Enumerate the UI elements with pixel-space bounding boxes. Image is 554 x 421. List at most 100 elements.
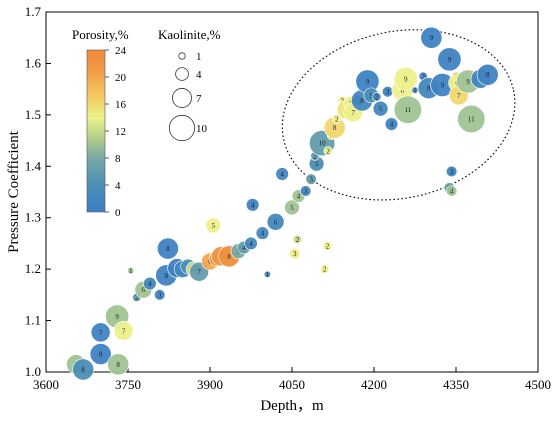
bubble-marker — [292, 234, 303, 244]
bubble-point: 11 — [393, 95, 422, 124]
bubble-marker — [476, 63, 499, 86]
bubble-marker — [72, 358, 95, 381]
bubble-value-label: 4 — [297, 193, 301, 201]
bubble-marker — [420, 26, 443, 49]
bubble-point: 2 — [372, 92, 382, 102]
kaolinite-legend-title: Kaolinite,% — [158, 27, 221, 42]
bubble-value-label: 7 — [122, 327, 126, 335]
colorbar-tick-label: 12 — [115, 126, 126, 138]
bubble-point: 8 — [157, 237, 179, 260]
porosity-legend-title: Porosity,% — [72, 27, 129, 42]
bubble-point: 4 — [244, 236, 258, 251]
x-tick-label: 4050 — [279, 377, 305, 392]
y-tick-label: 1.2 — [25, 261, 41, 276]
bubble-point: 2 — [292, 234, 303, 244]
y-axis-title: Pressure Coefficient — [6, 130, 22, 253]
x-tick-label: 3900 — [197, 377, 223, 392]
bubble-marker — [263, 270, 271, 278]
bubble-value-label: 1 — [413, 87, 417, 95]
porosity-colorbar — [86, 49, 106, 213]
size-legend-circle — [175, 67, 189, 81]
bubble-value-label: 3 — [158, 291, 162, 299]
bubble-point: 11 — [457, 104, 486, 134]
bubble-value-label: 8 — [427, 85, 431, 93]
bubble-marker — [143, 276, 157, 291]
y-axis: 1.0 1.1 1.2 1.3 1.4 1.5 1.6 1.7 — [25, 4, 51, 379]
bubble-value-label: 9 — [441, 82, 445, 90]
bubble-value-label: 5 — [379, 105, 383, 113]
bubble-marker — [107, 353, 130, 376]
colorbar-tick-label: 4 — [115, 180, 121, 192]
bubble-value-label: 5 — [315, 160, 319, 168]
bubble-point: 8 — [107, 353, 130, 376]
bubble-value-label: 9 — [115, 313, 119, 321]
bubble-point: 8 — [476, 63, 499, 86]
bubble-value-label: 9 — [466, 78, 470, 86]
bubble-marker — [393, 95, 422, 124]
bubble-marker — [445, 165, 458, 178]
bubble-value-label: 4 — [251, 201, 255, 209]
colorbar-tick-label: 24 — [115, 45, 127, 57]
bubble-point: 3 — [382, 86, 394, 98]
bubble-value-label: 2 — [326, 243, 330, 251]
bubble-value-label: 8 — [116, 361, 120, 369]
kaolinite-size-legend: 1 4 7 10 — [168, 51, 208, 142]
colorbar-tick-label: 0 — [115, 207, 121, 219]
bubble-point: 3 — [305, 173, 317, 185]
bubble-marker — [275, 167, 289, 181]
bubble-point: 4 — [255, 226, 270, 240]
bubble-value-label: 9 — [448, 56, 452, 64]
bubble-point: 2 — [322, 241, 333, 251]
bubble-value-label: 4 — [390, 121, 394, 129]
bubble-marker — [89, 343, 112, 365]
bubble-marker — [266, 213, 285, 231]
bubble-value-label: 2 — [323, 266, 327, 274]
y-tick-label: 1.5 — [25, 107, 41, 122]
bubble-value-label: 3 — [386, 88, 390, 96]
bubble-point: 3 — [154, 289, 166, 301]
bubble-point: 9 — [437, 47, 462, 72]
bubble-value-label: 4 — [280, 171, 284, 179]
bubble-value-label: 6 — [274, 218, 278, 226]
bubble-point: 3 — [289, 248, 301, 260]
bubble-marker — [113, 321, 134, 341]
bubble-marker — [205, 217, 222, 234]
bubble-point: 1 — [127, 267, 135, 275]
bubble-value-label: 1 — [266, 271, 270, 279]
bubble-point: 7 — [90, 322, 111, 343]
y-tick-label: 1.1 — [25, 313, 41, 328]
bubble-value-label: 2 — [335, 115, 339, 123]
bubble-value-label: 8 — [486, 71, 490, 79]
bubble-value-label: 8 — [166, 245, 170, 253]
bubble-value-label: 1 — [129, 267, 133, 275]
bubble-value-label: 9 — [404, 75, 408, 83]
bubble-marker — [372, 92, 382, 102]
bubble-value-label: 6 — [142, 286, 146, 294]
kaolinite-legend: Kaolinite,% 1 4 7 10 — [158, 27, 221, 142]
x-axis-title: Depth，m — [260, 398, 324, 414]
bubble-value-label: 5 — [212, 222, 216, 230]
bubble-point: 3 — [445, 165, 458, 178]
bubble-value-label: 8 — [81, 366, 85, 374]
bubble-marker — [289, 248, 301, 260]
bubble-marker — [445, 185, 458, 197]
bubble-marker — [320, 264, 330, 274]
bubble-value-label: 10 — [319, 140, 327, 148]
size-legend-label: 1 — [196, 51, 202, 63]
size-legend-circle — [168, 114, 196, 142]
colorbar-tick-label: 20 — [115, 72, 127, 84]
bubble-value-label: 3 — [309, 176, 313, 184]
bubble-marker — [323, 146, 333, 156]
x-tick-label: 4200 — [361, 377, 387, 392]
bubble-value-label: 11 — [468, 115, 475, 123]
bubble-value-label: 4 — [249, 240, 253, 248]
bubble-marker — [393, 66, 418, 91]
bubble-value-label: 8 — [99, 351, 103, 359]
bubble-marker — [305, 173, 317, 185]
bubble-point: 5 — [205, 217, 222, 234]
bubble-point: 3 — [300, 185, 312, 197]
bubble-value-label: 2 — [326, 147, 330, 155]
bubble-value-label: 8 — [360, 97, 364, 105]
bubble-marker — [322, 241, 333, 251]
